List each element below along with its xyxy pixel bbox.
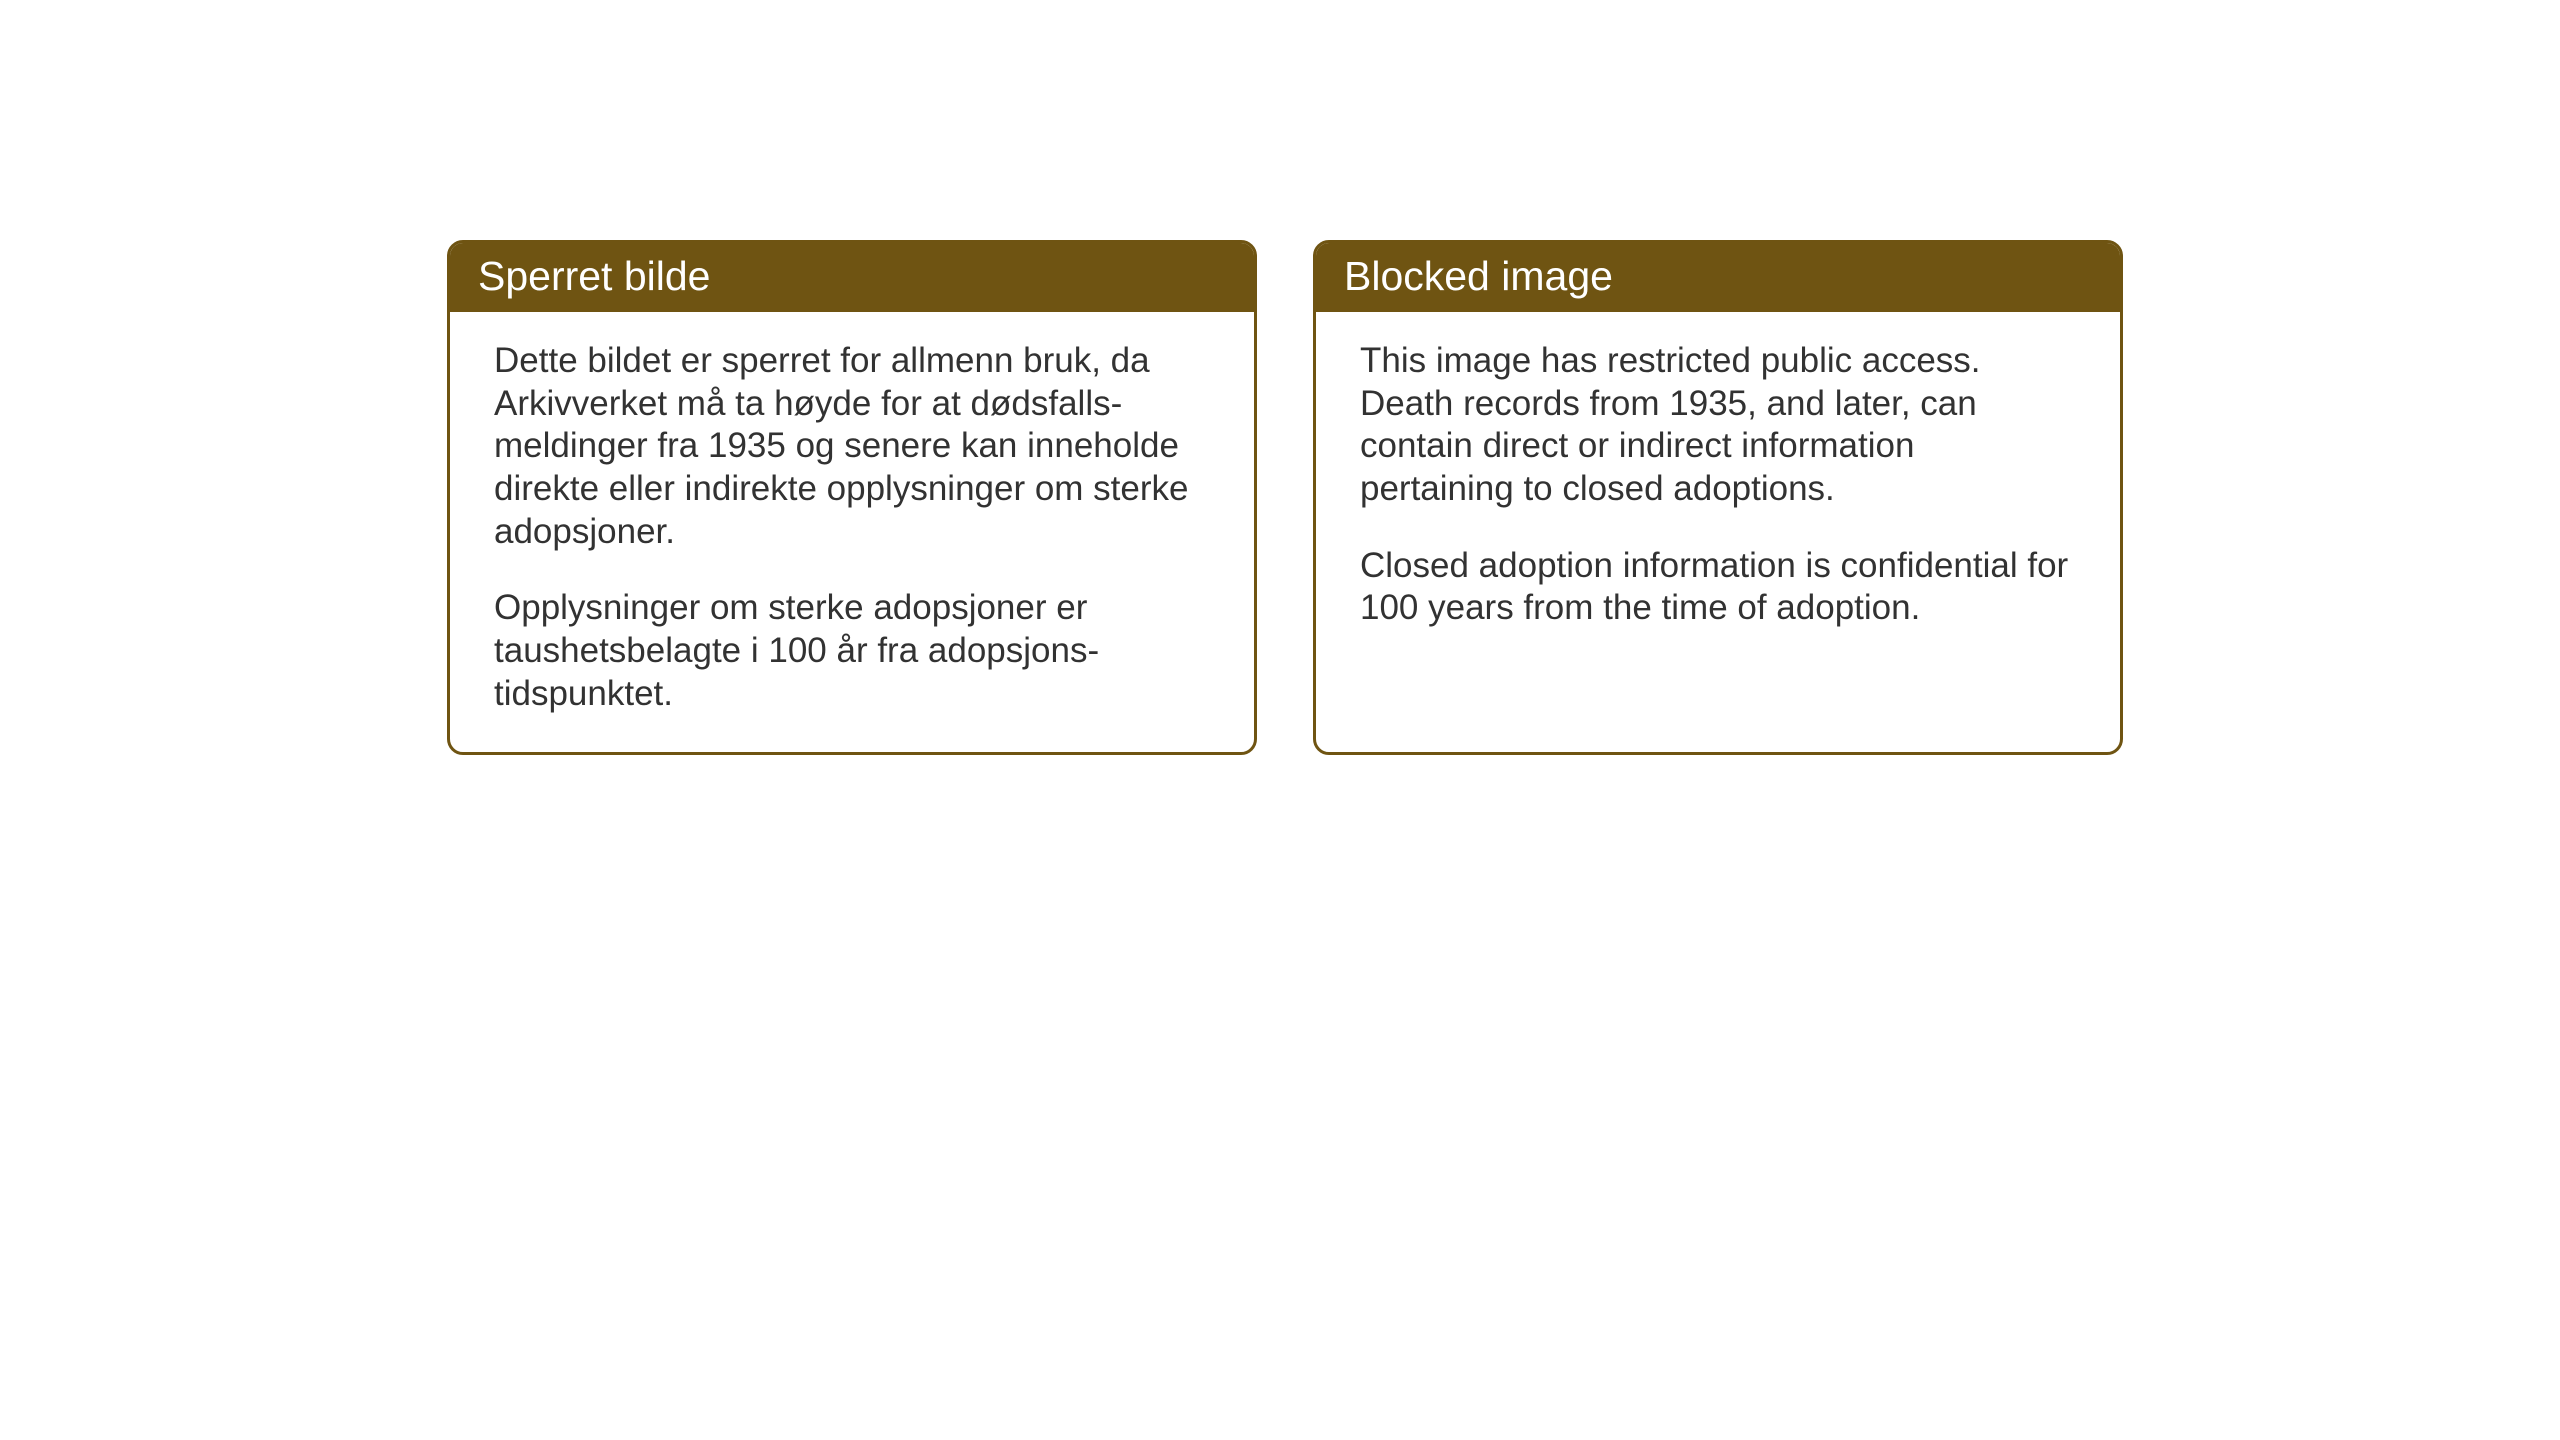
notice-card-english: Blocked image This image has restricted … (1313, 240, 2123, 755)
card-paragraph-2-norwegian: Opplysninger om sterke adopsjoner er tau… (494, 587, 1210, 715)
notice-card-norwegian: Sperret bilde Dette bildet er sperret fo… (447, 240, 1257, 755)
notice-container: Sperret bilde Dette bildet er sperret fo… (447, 240, 2123, 755)
card-header-english: Blocked image (1316, 243, 2120, 312)
card-body-english: This image has restricted public access.… (1316, 312, 2120, 666)
card-paragraph-1-norwegian: Dette bildet er sperret for allmenn bruk… (494, 340, 1210, 553)
card-header-norwegian: Sperret bilde (450, 243, 1254, 312)
card-title-norwegian: Sperret bilde (478, 253, 710, 299)
card-paragraph-2-english: Closed adoption information is confident… (1360, 545, 2076, 630)
card-paragraph-1-english: This image has restricted public access.… (1360, 340, 2076, 511)
card-title-english: Blocked image (1344, 253, 1613, 299)
card-body-norwegian: Dette bildet er sperret for allmenn bruk… (450, 312, 1254, 752)
